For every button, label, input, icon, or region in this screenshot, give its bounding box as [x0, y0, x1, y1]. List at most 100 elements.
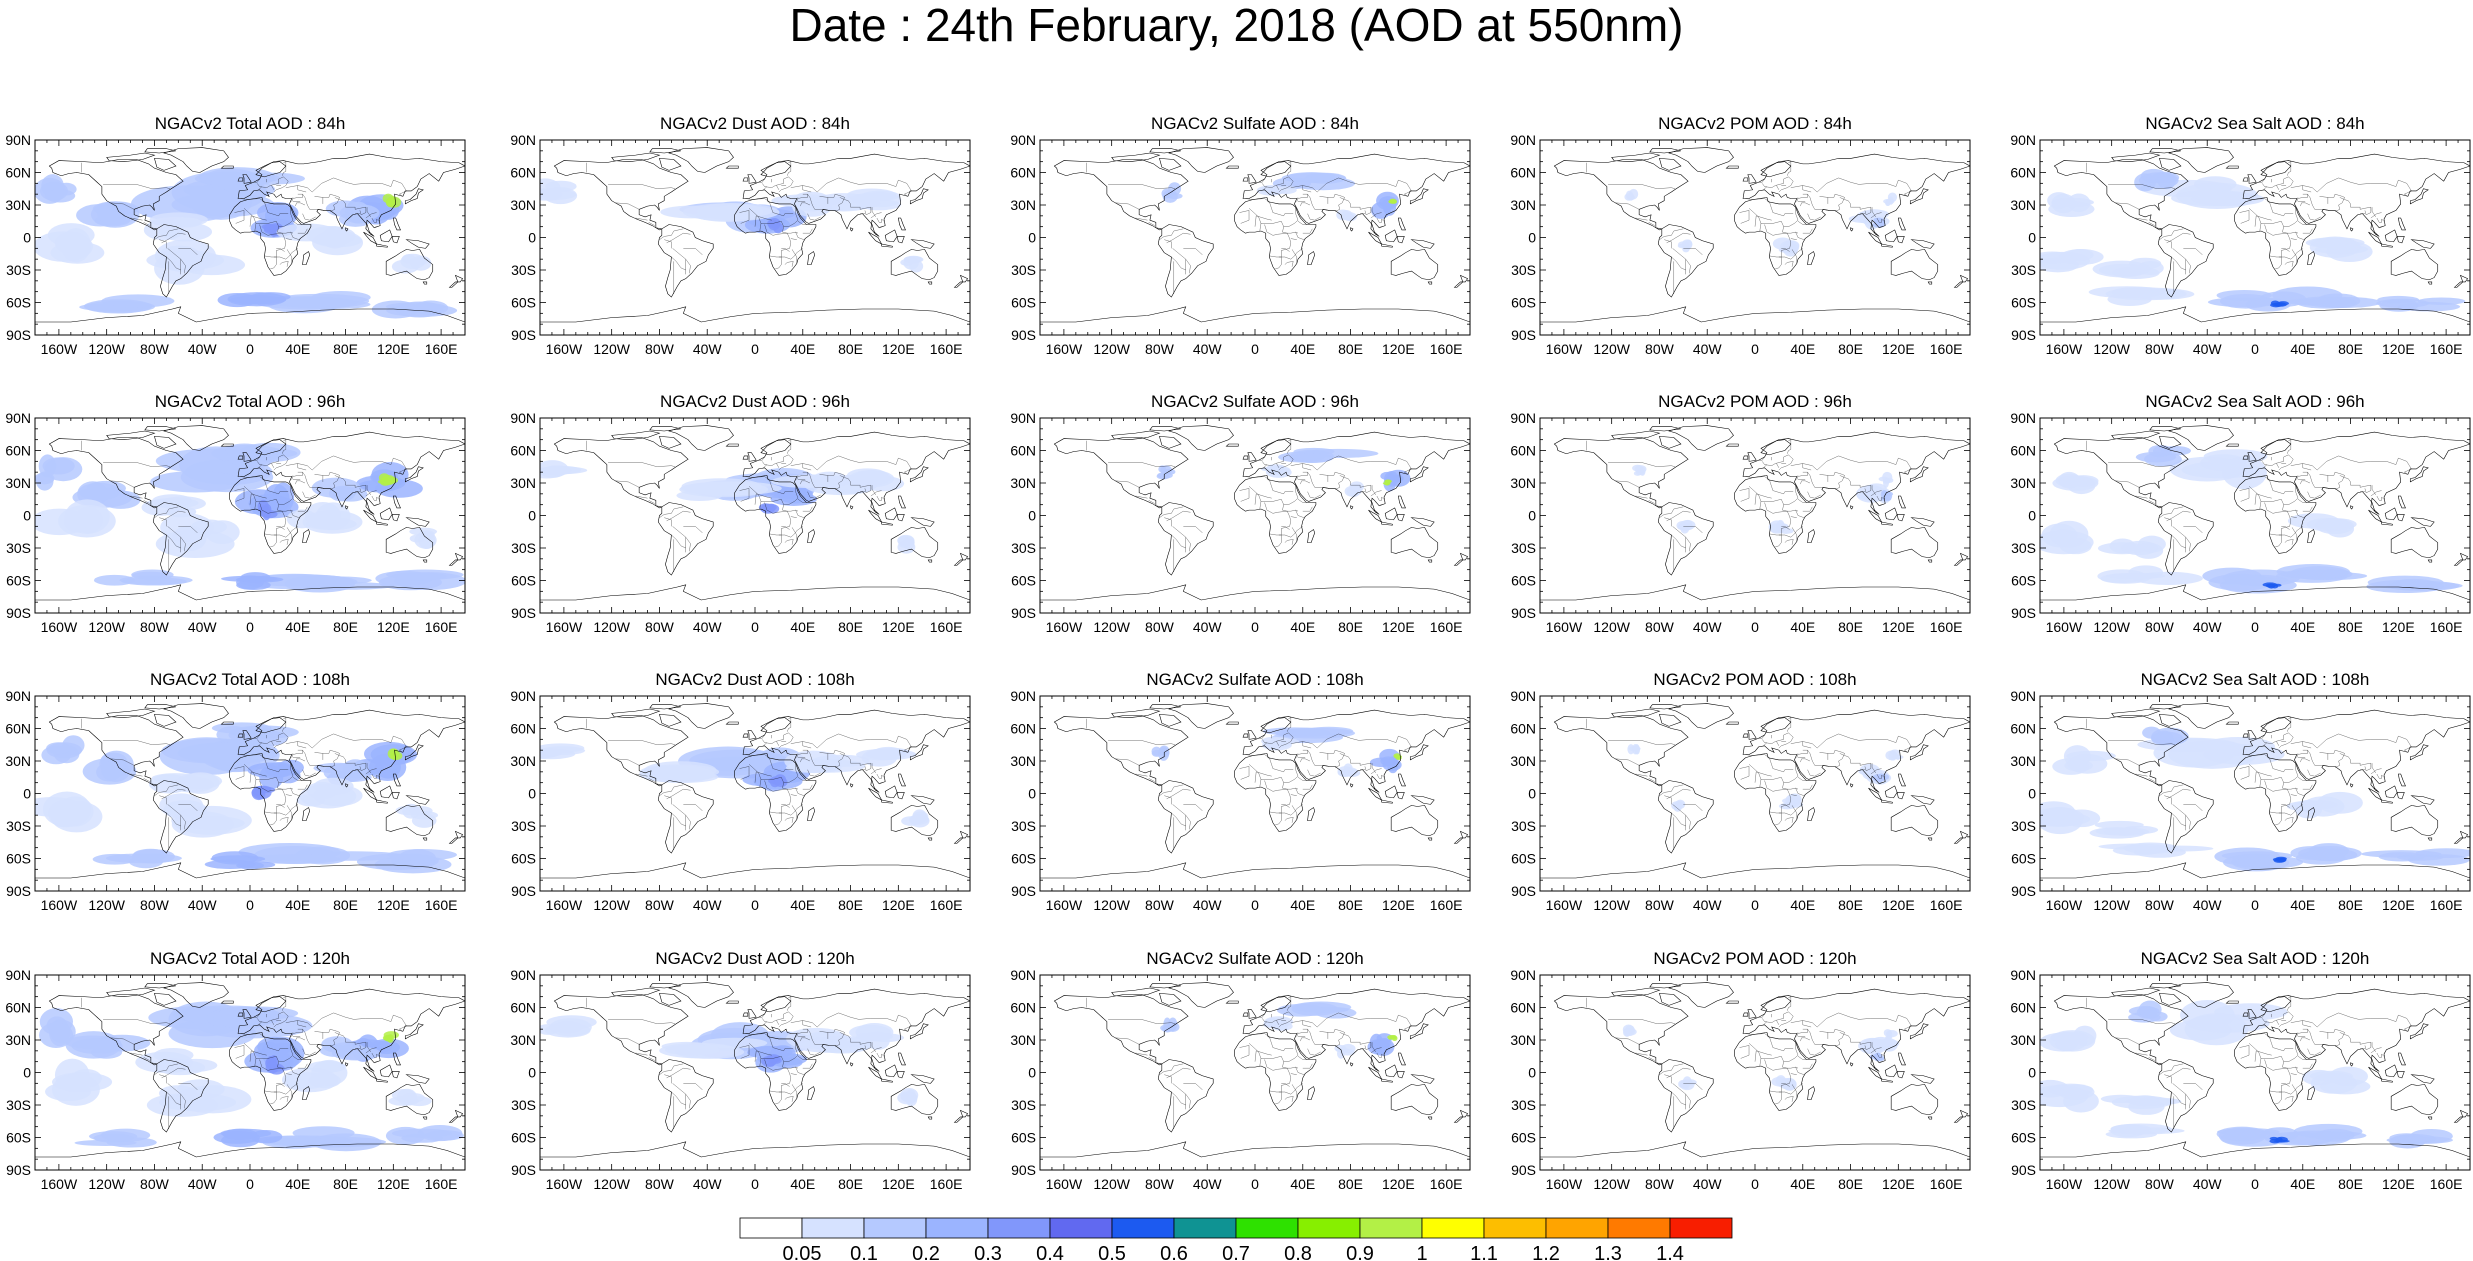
aod-field	[1260, 185, 1281, 193]
lat-label: 90S	[6, 605, 31, 621]
lat-label: 0	[2028, 508, 2036, 524]
aod-field	[540, 743, 585, 753]
lon-label: 40W	[1193, 341, 1223, 357]
lon-label: 120E	[377, 341, 410, 357]
aod-field	[384, 1034, 392, 1042]
lat-label: 90S	[1511, 883, 1536, 899]
lon-label: 0	[1751, 341, 1759, 357]
aod-field	[1885, 477, 1894, 483]
lon-label: 40W	[693, 1176, 723, 1192]
aod-field	[2273, 302, 2287, 307]
map-area	[1040, 696, 1470, 891]
map-panel: NGACv2 Total AOD : 96h 90N 60N 30N 0 30S 60S 90…	[5, 392, 466, 635]
lat-label: 30S	[6, 818, 31, 834]
lat-label: 30N	[5, 753, 31, 769]
lat-label: 60S	[6, 295, 31, 311]
lat-label: 60N	[1010, 721, 1036, 737]
colorbar-swatch	[801, 1217, 865, 1239]
lat-label: 90N	[2010, 410, 2036, 426]
lat-label: 30N	[1010, 753, 1036, 769]
aod-field	[853, 470, 891, 486]
lat-label: 60N	[1510, 165, 1536, 181]
lon-label: 160W	[2046, 897, 2083, 913]
lat-label: 30S	[6, 262, 31, 278]
aod-field	[2415, 848, 2470, 858]
aod-field	[1881, 774, 1887, 782]
aod-field	[381, 474, 396, 486]
lon-label: 120W	[2093, 619, 2130, 635]
lon-label: 120E	[377, 1176, 410, 1192]
lon-label: 120W	[1593, 341, 1630, 357]
aod-field	[2290, 846, 2332, 860]
aod-field	[217, 292, 257, 308]
aod-field	[1628, 192, 1634, 201]
colorbar-label: 0.7	[1222, 1243, 1250, 1261]
lat-label: 30S	[1511, 818, 1536, 834]
lat-label: 0	[23, 508, 31, 524]
map-area	[2040, 696, 2470, 891]
aod-field	[2276, 564, 2350, 580]
lat-label: 30N	[5, 197, 31, 213]
lat-label: 30N	[1510, 1032, 1536, 1048]
lat-label: 0	[23, 230, 31, 246]
map-area	[1040, 418, 1470, 613]
aod-field	[101, 760, 130, 782]
aod-field	[387, 849, 457, 861]
map-panel: NGACv2 Dust AOD : 108h 90N 60N 30N 0 30S 60S 90…	[510, 670, 971, 913]
lat-label: 60S	[2011, 573, 2036, 589]
lat-label: 0	[528, 230, 536, 246]
aod-field	[2105, 287, 2187, 301]
aod-field	[391, 572, 447, 581]
lat-label: 0	[1028, 1065, 1036, 1081]
lat-label: 90N	[5, 410, 31, 426]
aod-field	[92, 853, 137, 865]
aod-field	[2063, 809, 2101, 828]
aod-field	[856, 749, 907, 761]
aod-field	[676, 490, 723, 501]
lon-label: 40E	[790, 619, 815, 635]
lon-label: 120W	[1593, 1176, 1630, 1192]
lat-label: 90S	[1511, 1162, 1536, 1178]
aod-field	[761, 1056, 777, 1067]
lon-label: 80E	[1338, 341, 1363, 357]
aod-field	[2040, 1085, 2089, 1108]
lat-label: 90S	[6, 327, 31, 343]
lon-label: 80E	[1838, 897, 1863, 913]
aod-field	[236, 580, 271, 591]
lat-label: 0	[1028, 230, 1036, 246]
colorbar-label: 1	[1416, 1243, 1427, 1261]
aod-field	[2138, 1000, 2162, 1019]
lon-label: 0	[1751, 897, 1759, 913]
lon-label: 0	[246, 341, 254, 357]
lon-label: 0	[246, 897, 254, 913]
lon-label: 80W	[645, 341, 675, 357]
map-panel: NGACv2 Sea Salt AOD : 108h 90N 60N 30N 0 30S 6…	[2010, 670, 2471, 913]
lon-label: 80E	[1338, 1176, 1363, 1192]
lat-label: 60S	[511, 295, 536, 311]
lon-label: 120E	[1382, 1176, 1415, 1192]
aod-field	[2319, 1078, 2371, 1095]
map-area	[35, 140, 465, 335]
aod-field	[418, 530, 435, 540]
map-panel: NGACv2 Total AOD : 108h 90N 60N 30N 0 30S 60S 9…	[5, 670, 466, 913]
lon-label: 80W	[1145, 1176, 1175, 1192]
lon-label: 120W	[2093, 1176, 2130, 1192]
aod-field	[1380, 756, 1397, 766]
aod-field	[44, 189, 76, 203]
lat-label: 0	[1528, 230, 1536, 246]
colorbar-label: 0.8	[1284, 1243, 1312, 1261]
lat-label: 30N	[510, 1032, 536, 1048]
aod-field	[2095, 827, 2140, 836]
lon-label: 80W	[140, 341, 170, 357]
aod-field	[665, 1044, 720, 1056]
lat-label: 60N	[5, 443, 31, 459]
aod-field	[251, 786, 266, 801]
panel-title: NGACv2 Dust AOD : 108h	[655, 670, 854, 689]
lon-label: 40W	[188, 619, 218, 635]
panel-title: NGACv2 Total AOD : 120h	[150, 949, 350, 968]
lat-label: 60S	[1011, 1130, 1036, 1146]
lon-label: 40W	[2193, 341, 2223, 357]
aod-field	[2092, 260, 2151, 278]
aod-field	[2309, 236, 2361, 258]
